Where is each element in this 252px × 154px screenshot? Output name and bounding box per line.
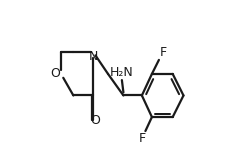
Text: F: F [159,46,166,59]
Text: F: F [139,132,146,145]
Text: O: O [50,67,60,80]
Text: N: N [88,51,98,63]
Text: H₂N: H₂N [110,66,133,79]
Text: O: O [90,114,100,127]
